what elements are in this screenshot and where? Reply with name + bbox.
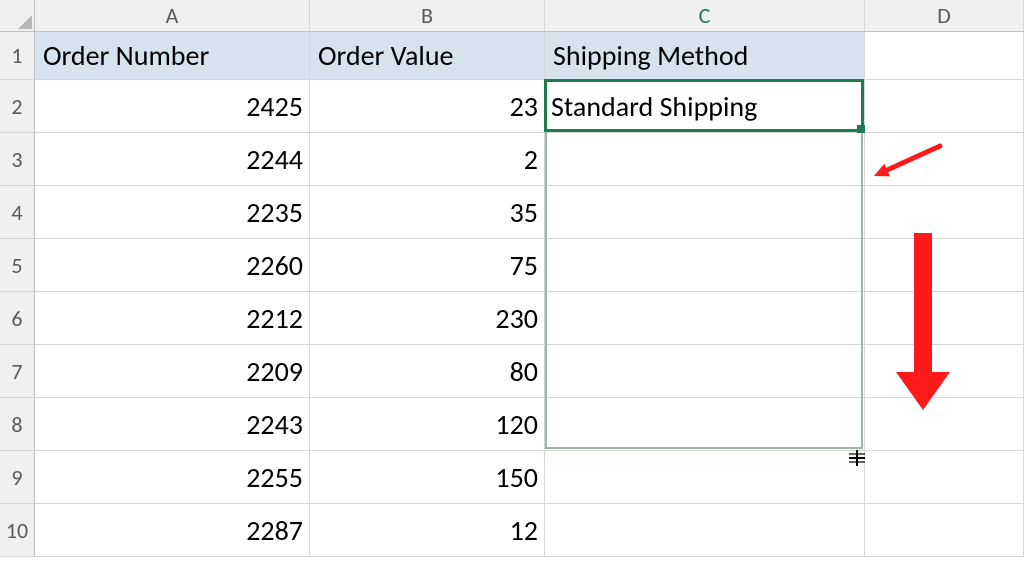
cell-A9[interactable]: 2255 xyxy=(35,451,310,504)
row-header-1[interactable]: 1 xyxy=(0,32,35,80)
row-header-3[interactable]: 3 xyxy=(0,133,35,186)
cell-A10[interactable]: 2287 xyxy=(35,504,310,557)
row-header-4[interactable]: 4 xyxy=(0,186,35,239)
column-header-C[interactable]: C xyxy=(545,0,865,32)
row-header-9[interactable]: 9 xyxy=(0,451,35,504)
cell-B4[interactable]: 35 xyxy=(310,186,545,239)
cell-A2[interactable]: 2425 xyxy=(35,80,310,133)
cell-D6[interactable] xyxy=(865,292,1024,345)
cell-B9[interactable]: 150 xyxy=(310,451,545,504)
cell-D7[interactable] xyxy=(865,345,1024,398)
spreadsheet-grid[interactable]: ABCD12345678910Order NumberOrder ValueSh… xyxy=(0,0,1024,576)
cell-B6[interactable]: 230 xyxy=(310,292,545,345)
column-header-A[interactable]: A xyxy=(35,0,310,32)
cell-B2[interactable]: 23 xyxy=(310,80,545,133)
row-header-10[interactable]: 10 xyxy=(0,504,35,557)
cell-D2[interactable] xyxy=(865,80,1024,133)
cell-D3[interactable] xyxy=(865,133,1024,186)
cell-D8[interactable] xyxy=(865,398,1024,451)
cell-B10[interactable]: 12 xyxy=(310,504,545,557)
cell-A1[interactable]: Order Number xyxy=(35,32,310,80)
cell-C9[interactable] xyxy=(545,451,865,504)
cell-C5[interactable] xyxy=(545,239,865,292)
cell-C7[interactable] xyxy=(545,345,865,398)
cell-A3[interactable]: 2244 xyxy=(35,133,310,186)
cell-A4[interactable]: 2235 xyxy=(35,186,310,239)
cell-C2[interactable]: Standard Shipping xyxy=(545,80,865,133)
cell-D5[interactable] xyxy=(865,239,1024,292)
cell-D4[interactable] xyxy=(865,186,1024,239)
column-header-B[interactable]: B xyxy=(310,0,545,32)
row-header-6[interactable]: 6 xyxy=(0,292,35,345)
cell-D10[interactable] xyxy=(865,504,1024,557)
cell-B7[interactable]: 80 xyxy=(310,345,545,398)
cell-B5[interactable]: 75 xyxy=(310,239,545,292)
cell-D9[interactable] xyxy=(865,451,1024,504)
cell-C8[interactable] xyxy=(545,398,865,451)
row-header-8[interactable]: 8 xyxy=(0,398,35,451)
cell-B3[interactable]: 2 xyxy=(310,133,545,186)
cell-A5[interactable]: 2260 xyxy=(35,239,310,292)
row-header-7[interactable]: 7 xyxy=(0,345,35,398)
cell-C6[interactable] xyxy=(545,292,865,345)
row-header-5[interactable]: 5 xyxy=(0,239,35,292)
cell-C10[interactable] xyxy=(545,504,865,557)
row-header-2[interactable]: 2 xyxy=(0,80,35,133)
cell-A6[interactable]: 2212 xyxy=(35,292,310,345)
select-all-corner[interactable] xyxy=(0,0,35,32)
cell-C1[interactable]: Shipping Method xyxy=(545,32,865,80)
cell-B8[interactable]: 120 xyxy=(310,398,545,451)
cell-B1[interactable]: Order Value xyxy=(310,32,545,80)
cell-D1[interactable] xyxy=(865,32,1024,80)
cell-A8[interactable]: 2243 xyxy=(35,398,310,451)
cell-C3[interactable] xyxy=(545,133,865,186)
cell-C4[interactable] xyxy=(545,186,865,239)
cell-A7[interactable]: 2209 xyxy=(35,345,310,398)
column-header-D[interactable]: D xyxy=(865,0,1024,32)
